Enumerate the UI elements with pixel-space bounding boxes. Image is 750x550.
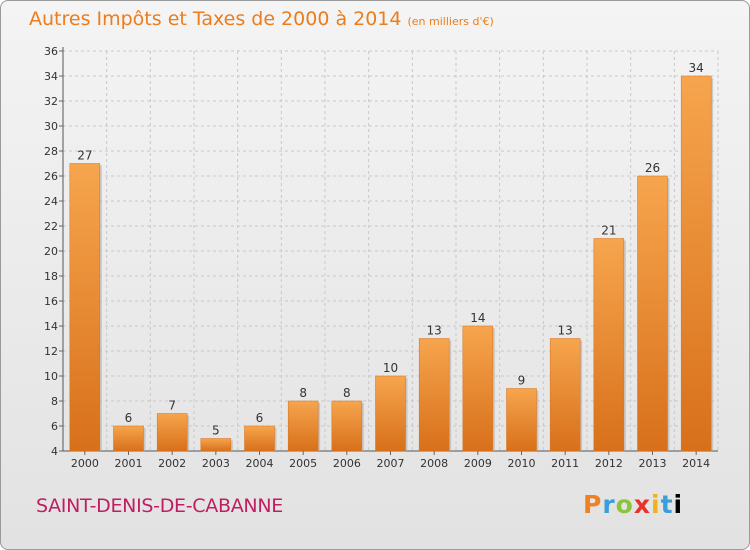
data-label: 27 [77,149,92,163]
chart-unit-label: (en milliers d'€) [407,15,494,28]
y-tick-label: 16 [44,295,58,308]
x-tick-label: 2003 [202,457,230,470]
x-tick-label: 2012 [595,457,623,470]
bar [113,425,144,452]
x-tick-label: 2004 [246,457,274,470]
data-label: 14 [470,311,485,325]
x-tick-label: 2000 [71,457,99,470]
x-tick-label: 2008 [420,457,448,470]
x-tick-label: 2005 [289,457,317,470]
bar [680,75,712,452]
x-tick-label: 2009 [464,457,492,470]
x-tick-label: 2001 [115,457,143,470]
bar [200,438,232,452]
y-tick-label: 28 [44,145,58,158]
chart-title: Autres Impôts et Taxes de 2000 à 2014 (en… [29,8,494,30]
data-label: 13 [427,324,442,338]
data-label: 10 [383,361,398,375]
bar [331,400,363,452]
axes: 4 6 8 10 12 14 16 18 20 22 24 26 28 30 32 34 36 2000 2001 2… [44,45,718,470]
data-label: 26 [645,161,660,175]
x-tick-label: 2011 [551,457,579,470]
bar [462,325,494,452]
commune-name: SAINT-DENIS-DE-CABANNE [36,495,283,517]
proxiti-logo: Proxiti [583,490,683,519]
data-label: 7 [168,399,176,413]
bar [593,238,625,452]
x-tick-label: 2007 [377,457,405,470]
bar [637,175,668,452]
y-tick-label: 36 [44,45,58,58]
bar [69,163,101,452]
logo-letter: r [602,490,616,519]
logo-letter: x [633,490,651,519]
bar [156,413,188,452]
y-tick-label: 32 [44,95,58,108]
data-label: 8 [343,386,351,400]
bar [506,388,537,452]
data-label: 6 [125,411,133,425]
x-tick-label: 2013 [639,457,667,470]
y-tick-label: 6 [51,420,58,433]
data-label: 8 [299,386,307,400]
y-tick-label: 34 [44,70,58,83]
logo-letter: o [615,490,634,519]
bar [244,425,275,452]
y-tick-label: 4 [51,445,58,458]
bars [69,75,714,452]
y-tick-label: 24 [44,195,58,208]
grid-lines [62,50,719,452]
y-tick-label: 10 [44,370,58,383]
data-label: 9 [518,374,526,388]
y-tick-label: 8 [51,395,58,408]
data-label: 5 [212,424,220,438]
logo-letter: P [583,490,603,519]
data-label: 21 [601,224,616,238]
y-tick-label: 18 [44,270,58,283]
y-tick-label: 26 [44,170,58,183]
x-tick-label: 2006 [333,457,361,470]
y-tick-label: 12 [44,345,58,358]
data-label: 13 [558,324,573,338]
bar [375,375,406,452]
bar [549,338,581,452]
y-tick-label: 14 [44,320,58,333]
logo-letter: i [651,490,661,519]
data-label: 34 [689,61,704,75]
bar [287,400,319,452]
chart-title-text: Autres Impôts et Taxes de 2000 à 2014 [29,8,402,30]
y-tick-label: 20 [44,245,58,258]
bar [418,338,450,452]
y-tick-label: 30 [44,120,58,133]
data-label: 6 [256,411,264,425]
x-tick-label: 2014 [682,457,710,470]
data-labels: 27 6 7 5 6 8 8 10 13 14 9 13 21 26 34 [77,61,704,438]
logo-letter: t [660,490,674,519]
y-tick-label: 22 [44,220,58,233]
logo-letter: i [673,490,684,519]
x-tick-label: 2010 [508,457,536,470]
x-tick-label: 2002 [158,457,186,470]
